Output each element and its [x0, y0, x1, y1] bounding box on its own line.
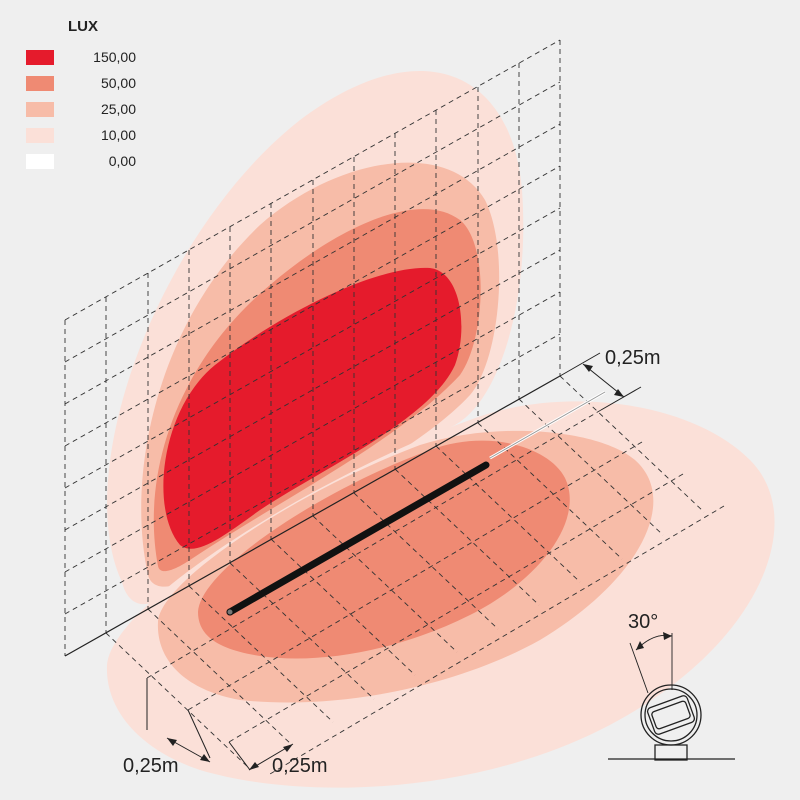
- legend-row-10: 10,00: [26, 122, 146, 148]
- wall-distance-dimension: [559, 352, 642, 411]
- legend-row-25: 25,00: [26, 96, 146, 122]
- legend-value-10: 10,00: [100, 127, 136, 143]
- luminaire-bar: [226, 461, 490, 616]
- lux-legend: LUX 150,00 50,00 25,00 10,00 0,00: [26, 18, 146, 174]
- legend-value-0: 0,00: [108, 153, 136, 169]
- legend-title: LUX: [68, 18, 98, 35]
- wall-grid: [64, 39, 561, 656]
- floor-contours: [106, 401, 775, 788]
- floor-grid: [105, 375, 725, 775]
- floor-contour-50: [198, 440, 570, 659]
- tilt-angle-label: 30°: [628, 611, 658, 633]
- legend-value-150: 150,00: [93, 49, 136, 65]
- wall-contour-150: [163, 267, 462, 549]
- tilt-fixture-icon: [608, 632, 735, 761]
- wall-distance-label: 0,25m: [605, 347, 661, 369]
- legend-swatch-150: [26, 49, 54, 65]
- legend-value-50: 50,00: [100, 75, 136, 91]
- legend-value-25: 25,00: [100, 101, 136, 117]
- legend-swatch-0: [26, 153, 54, 169]
- legend-swatch-25: [26, 101, 54, 117]
- wall-floor-edge: [64, 375, 561, 657]
- floor-spacing-left-label: 0,25m: [123, 755, 179, 777]
- floor-spacing-right-label: 0,25m: [272, 755, 328, 777]
- legend-row-150: 150,00: [26, 44, 146, 70]
- legend-swatch-50: [26, 75, 54, 91]
- legend-row-50: 50,00: [26, 70, 146, 96]
- legend-row-0: 0,00: [26, 148, 146, 174]
- legend-swatch-10: [26, 127, 54, 143]
- floor-spacing-dimensions: [146, 678, 294, 771]
